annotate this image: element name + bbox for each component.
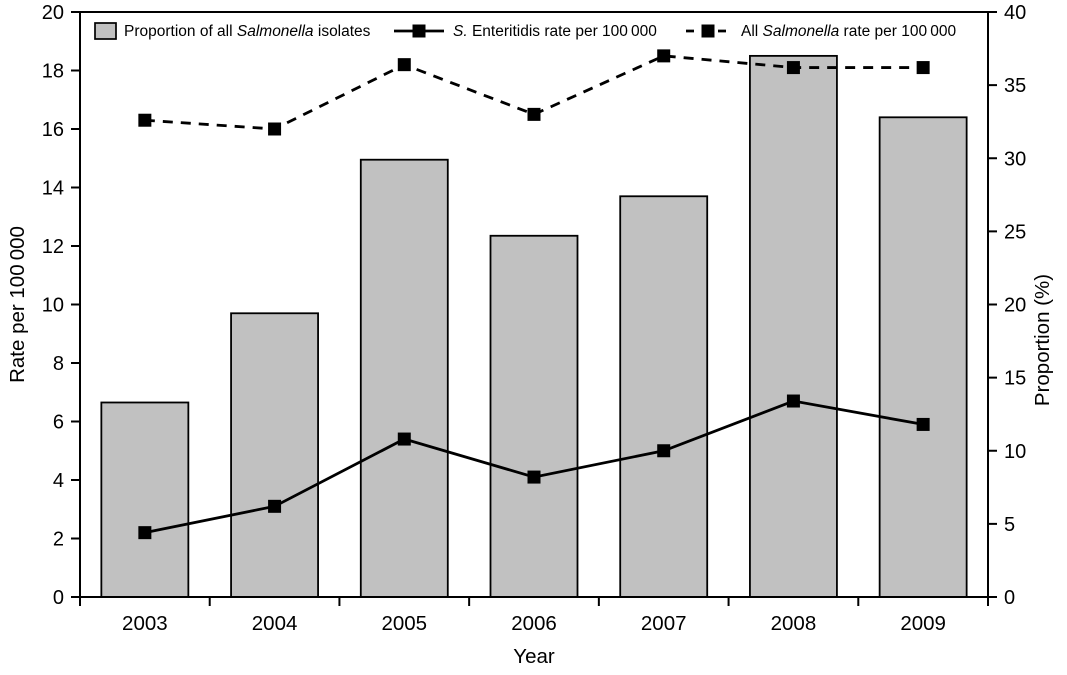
marker-2008	[786, 61, 800, 75]
legend-dashed-marker-icon	[701, 24, 715, 38]
x-tick-label-2007: 2007	[641, 612, 687, 635]
x-tick-label-2003: 2003	[122, 612, 168, 635]
right-axis-tick-label: 35	[1004, 75, 1026, 97]
bar-2008	[749, 54, 838, 598]
marker-2006	[527, 470, 541, 484]
legend-bar-swatch-icon	[94, 22, 117, 40]
marker-2007	[657, 49, 671, 63]
bar-2007	[619, 195, 709, 598]
bar-2005	[359, 158, 449, 598]
left-axis-tick-label: 16	[42, 119, 64, 141]
marker-2003	[138, 526, 152, 540]
right-axis-tick-label: 30	[1004, 148, 1026, 170]
legend-label-enteritidis-rate: S. Enteritidis rate per 100 000	[453, 23, 657, 40]
x-tick-label-2006: 2006	[511, 612, 557, 635]
marker-2004	[268, 122, 282, 136]
legend-solid-marker-icon	[412, 24, 426, 38]
marker-2004	[268, 499, 282, 513]
right-axis-tick-label: 5	[1004, 514, 1015, 536]
bar-2003	[100, 401, 190, 598]
x-tick-label-2008: 2008	[771, 612, 817, 635]
left-axis-tick-label: 10	[42, 295, 64, 317]
right-axis-tick-label: 10	[1004, 441, 1026, 463]
right-axis-title: Proportion (%)	[1031, 274, 1054, 406]
left-axis-tick-label: 20	[42, 2, 64, 24]
bar-2004	[230, 312, 319, 598]
x-tick-label-2004: 2004	[252, 612, 298, 635]
bar-2006	[489, 234, 579, 598]
right-axis-tick-label: 0	[1004, 587, 1015, 609]
legend-label-all-salmonella-rate: All Salmonella rate per 100 000	[741, 23, 956, 40]
left-axis-tick-label: 8	[53, 353, 64, 375]
right-axis-tick-label: 20	[1004, 295, 1026, 317]
right-axis-tick-label: 15	[1004, 368, 1026, 390]
right-axis-tick-label: 40	[1004, 2, 1026, 24]
marker-2006	[527, 107, 541, 121]
marker-2009	[916, 61, 930, 75]
x-tick-label-2005: 2005	[381, 612, 427, 635]
x-tick-label-2009: 2009	[900, 612, 946, 635]
left-axis-title: Rate per 100 000	[6, 226, 29, 383]
left-axis-tick-label: 4	[53, 470, 64, 492]
right-axis-tick-label: 25	[1004, 221, 1026, 243]
left-axis-tick-label: 12	[42, 236, 64, 258]
left-axis-tick-label: 18	[42, 61, 64, 83]
legend-label-proportion: Proportion of all Salmonella isolates	[124, 23, 371, 40]
marker-2009	[916, 417, 930, 431]
left-axis-tick-label: 6	[53, 412, 64, 434]
marker-2008	[786, 394, 800, 408]
bar-2009	[878, 116, 968, 598]
marker-2005	[397, 58, 411, 72]
left-axis-tick-label: 14	[42, 178, 64, 200]
marker-2007	[657, 444, 671, 458]
marker-2003	[138, 113, 152, 127]
marker-2005	[397, 432, 411, 446]
x-axis-title: Year	[513, 645, 555, 668]
left-axis-tick-label: 2	[53, 529, 64, 551]
left-axis-tick-label: 0	[53, 587, 64, 609]
